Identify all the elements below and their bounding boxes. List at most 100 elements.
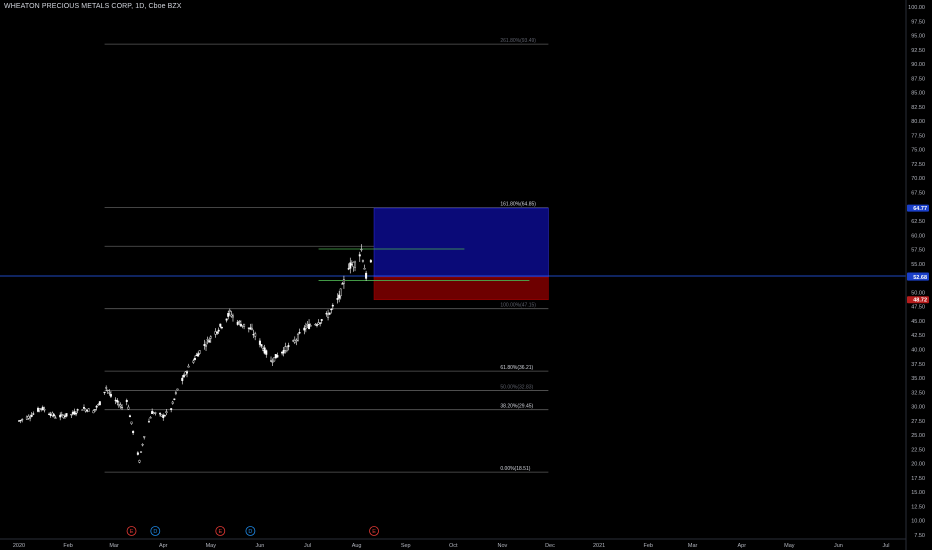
candle-body — [360, 248, 363, 251]
candle-body — [109, 393, 112, 397]
candlestick-series — [18, 244, 372, 464]
candle-body — [315, 324, 318, 326]
target-zone — [373, 207, 549, 278]
time-axis[interactable]: 2020 Feb Mar Apr May Jun Jul Aug Sep Oct Nov Dec 202… — [0, 538, 906, 549]
candle-body — [354, 261, 357, 268]
time-tick-label: May — [206, 543, 217, 549]
candle-body — [358, 254, 361, 257]
price-tick-label: 85.00 — [911, 91, 925, 97]
time-tick-label: Jun — [255, 543, 264, 549]
time-tick-label: Feb — [63, 543, 72, 549]
candle-body — [217, 329, 220, 332]
candle-body — [140, 451, 143, 453]
price-tick-label: 35.00 — [911, 376, 925, 382]
price-tick-label: 100.00 — [908, 5, 925, 11]
candle-body — [174, 392, 177, 394]
candle-body — [192, 360, 195, 363]
candle-body — [75, 413, 78, 415]
price-tick-label: 12.50 — [911, 504, 925, 510]
candle-body — [184, 371, 187, 375]
candle-body — [29, 417, 32, 419]
candle-body — [293, 339, 296, 343]
candle-body — [136, 452, 139, 455]
candle-body — [38, 408, 41, 410]
candle-body — [163, 415, 166, 417]
price-tick-label: 30.00 — [911, 405, 925, 411]
candle-body — [228, 310, 231, 313]
price-axis-label: 48.72 — [913, 298, 927, 304]
candle-body — [198, 350, 201, 354]
price-axis[interactable]: 100.00 97.50 95.00 92.50 90.00 87.50 85.00 82.5… — [905, 0, 925, 550]
candle-body — [271, 361, 274, 363]
candle-body — [59, 414, 62, 418]
candle-body — [239, 323, 242, 327]
long-position-tool[interactable] — [373, 207, 549, 301]
price-tick-label: 25.00 — [911, 433, 925, 439]
candle-body — [361, 259, 364, 262]
candle-body — [243, 323, 246, 327]
candle-body — [247, 327, 250, 329]
candle-body — [73, 411, 76, 415]
price-axis-label: 64.77 — [913, 206, 927, 212]
price-tick-label: 97.50 — [911, 19, 925, 25]
candle-body — [125, 400, 128, 402]
candle-body — [369, 260, 372, 263]
candle-body — [308, 323, 311, 329]
candle-body — [76, 409, 79, 411]
time-tick-label: Jul — [304, 543, 311, 549]
candle-body — [105, 387, 108, 389]
candle-body — [176, 388, 179, 391]
candle-body — [92, 410, 95, 414]
price-tick-label: 80.00 — [911, 119, 925, 125]
candle-body — [152, 412, 155, 414]
candle-body — [165, 411, 168, 414]
candle-body — [18, 420, 21, 422]
candle-body — [19, 419, 22, 422]
event-letter: D — [248, 529, 252, 535]
fib-level-label: 100.00%(47.15) — [500, 303, 536, 309]
candle-body — [130, 421, 133, 424]
time-tick-label: Apr — [159, 543, 168, 549]
horizontal-lines[interactable] — [0, 248, 906, 281]
time-tick-label: Jul — [882, 543, 889, 549]
candle-body — [250, 328, 253, 330]
candle-body — [30, 415, 33, 417]
fibonacci-extension[interactable]: 261.80%(93.49)161.80%(64.85)138.20%(58.0… — [104, 38, 549, 473]
candle-body — [114, 399, 117, 402]
candle-body — [284, 346, 287, 351]
candle-body — [320, 319, 323, 321]
candle-body — [230, 314, 233, 317]
candle-body — [52, 414, 55, 417]
candle-body — [350, 264, 353, 266]
candle-body — [162, 415, 165, 418]
candle-body — [276, 355, 279, 358]
candle-body — [41, 406, 44, 411]
price-tick-label: 67.50 — [911, 191, 925, 197]
time-tick-label: Sep — [401, 543, 411, 549]
event-letter: D — [153, 529, 157, 535]
candle-body — [160, 414, 163, 417]
candle-body — [303, 327, 306, 331]
candle-body — [342, 279, 345, 284]
candle-body — [298, 332, 301, 334]
candle-body — [306, 324, 309, 326]
candle-body — [208, 340, 211, 343]
fib-level-label: 50.00%(32.83) — [500, 384, 533, 390]
candle-body — [147, 421, 150, 423]
candle-body — [195, 354, 198, 357]
price-axis-label: 52.68 — [913, 275, 927, 281]
candle-body — [186, 371, 189, 374]
candle-body — [220, 326, 223, 329]
time-tick-label: Dec — [545, 543, 555, 549]
candle-body — [181, 377, 184, 381]
price-tick-label: 92.50 — [911, 48, 925, 54]
candle-body — [54, 417, 57, 419]
candle-body — [187, 365, 190, 368]
candle-body — [32, 413, 35, 415]
time-tick-label: Feb — [644, 543, 653, 549]
price-tick-label: 95.00 — [911, 34, 925, 40]
candle-body — [143, 436, 146, 438]
candle-body — [265, 350, 268, 355]
